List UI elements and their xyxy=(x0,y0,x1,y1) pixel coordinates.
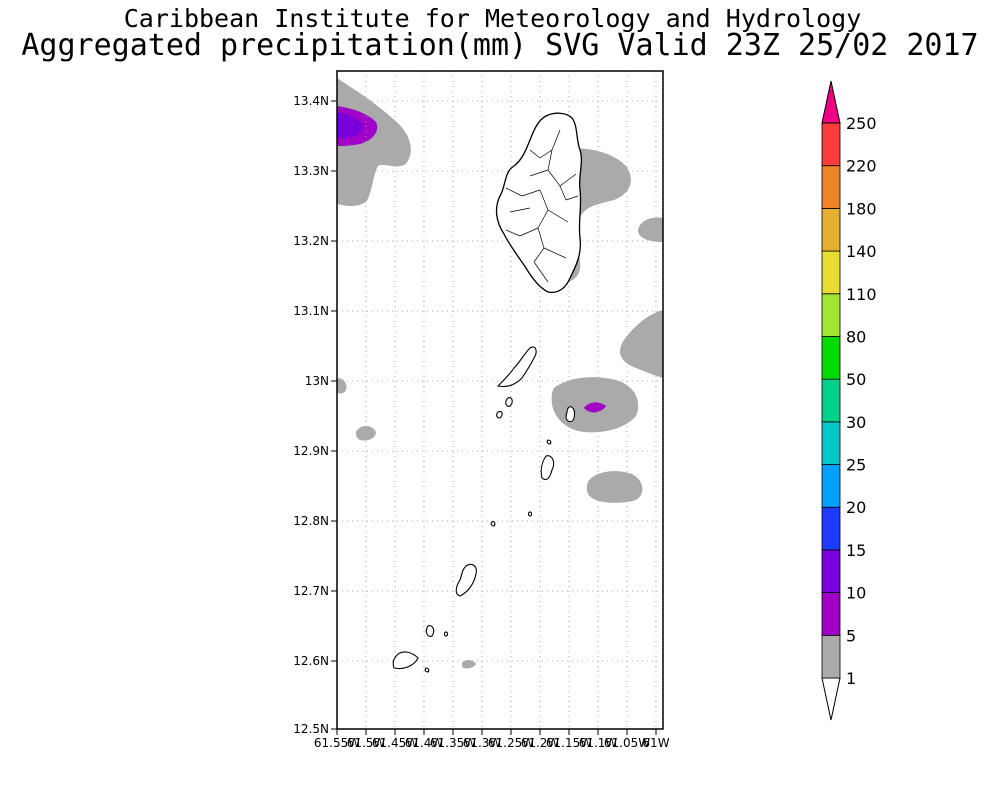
saint-lucia-outline xyxy=(495,112,583,294)
lon-label: 61.25W xyxy=(488,736,534,750)
colorbar-segment xyxy=(821,506,841,551)
colorbar-segment xyxy=(821,207,841,252)
precip-area-east-mid xyxy=(620,310,663,378)
precip-5mm-bequia xyxy=(584,402,606,413)
colorbar-label: 50 xyxy=(846,370,866,389)
island-small-1 xyxy=(505,397,513,407)
lat-label: 13N xyxy=(305,374,329,388)
lat-label: 13.1N xyxy=(293,304,329,318)
colorbar-segment xyxy=(821,421,841,465)
lon-axis xyxy=(336,729,657,735)
colorbar-segment xyxy=(821,549,841,594)
lon-label: 61.5W xyxy=(347,736,386,750)
island-mustique xyxy=(565,406,576,423)
island-union xyxy=(455,563,477,597)
colorbar-segment xyxy=(821,293,841,337)
map-border xyxy=(336,70,664,730)
lon-label: 61.05W xyxy=(604,736,650,750)
colorbar-segment xyxy=(821,592,841,636)
precip-area-east-edge xyxy=(638,217,663,242)
lat-axis xyxy=(331,100,337,730)
colorbar-label: 110 xyxy=(846,285,877,304)
lat-label: 12.7N xyxy=(293,584,329,598)
island-carriacou xyxy=(392,651,419,670)
title-institute: Caribbean Institute for Meteorology and … xyxy=(123,4,862,33)
lon-label: 61.1W xyxy=(579,736,618,750)
lon-label: 61W xyxy=(642,736,669,750)
island-small-5 xyxy=(527,511,533,517)
precip-area-canouan-east xyxy=(586,471,643,503)
colorbar-label: 30 xyxy=(846,413,866,432)
colorbar-segment xyxy=(821,336,841,380)
colorbar-label: 25 xyxy=(846,456,866,475)
colorbar-label: 180 xyxy=(846,199,877,218)
colorbar-label: 5 xyxy=(846,626,856,645)
lat-tick-labels: 13.4N 13.3N 13.2N 13.1N 13N 12.9N 12.8N … xyxy=(293,94,329,736)
lon-label: 61.45W xyxy=(372,736,418,750)
island-carriacou-north xyxy=(425,625,435,637)
title-product: Aggregated precipitation(mm) SVG Valid 2… xyxy=(21,28,979,63)
colorbar-segment xyxy=(821,165,841,209)
colorbar-high-triangle xyxy=(821,80,841,124)
lon-label: 61.4W xyxy=(405,736,444,750)
lon-label: 61.2W xyxy=(521,736,560,750)
precip-area-west-blob xyxy=(356,426,376,441)
lat-label: 13.3N xyxy=(293,164,329,178)
colorbar-label: 250 xyxy=(846,114,877,133)
precip-5mm-areas xyxy=(337,106,606,413)
island-small-3 xyxy=(546,439,552,445)
island-canouan xyxy=(540,455,555,481)
precip-10mm-northwest xyxy=(337,112,363,138)
island-small-7 xyxy=(424,667,430,673)
lon-tick-labels: 61.55W 61.5W 61.45W 61.4W 61.35W 61.3W 6… xyxy=(314,736,670,750)
precip-area-west-small xyxy=(337,378,347,394)
lat-label: 12.9N xyxy=(293,444,329,458)
colorbar-segment xyxy=(821,634,841,679)
colorbar-segment xyxy=(821,378,841,423)
lat-label: 13.4N xyxy=(293,94,329,108)
precip-area-northwest xyxy=(337,78,411,206)
colorbar-label: 1 xyxy=(846,669,856,688)
lon-label: 61.55W xyxy=(314,736,360,750)
lon-label: 61.35W xyxy=(430,736,476,750)
colorbar-label: 15 xyxy=(846,541,866,560)
island-grenadines xyxy=(392,346,576,673)
colorbar-segment xyxy=(821,464,841,508)
colorbar-label: 10 xyxy=(846,584,866,603)
colorbar-segment xyxy=(821,122,841,167)
island-saint-lucia xyxy=(495,112,583,294)
lon-label: 61.15W xyxy=(546,736,592,750)
island-small-2 xyxy=(496,410,503,419)
lon-label: 61.3W xyxy=(463,736,502,750)
lat-label: 12.5N xyxy=(293,722,329,736)
colorbar-low-triangle xyxy=(821,677,841,721)
colorbar-label: 140 xyxy=(846,242,877,261)
island-small-4 xyxy=(490,520,496,527)
island-small-6 xyxy=(443,631,449,637)
lat-label: 12.8N xyxy=(293,514,329,528)
saint-lucia-rivers xyxy=(505,129,579,283)
lat-label: 13.2N xyxy=(293,234,329,248)
colorbar-label: 220 xyxy=(846,157,877,176)
colorbar-label: 80 xyxy=(846,327,866,346)
precip-area-grenadines-south xyxy=(462,660,476,669)
colorbar-label: 20 xyxy=(846,498,866,517)
island-bequia-north xyxy=(496,346,537,388)
lat-label: 12.6N xyxy=(293,654,329,668)
colorbar-segment xyxy=(821,250,841,295)
